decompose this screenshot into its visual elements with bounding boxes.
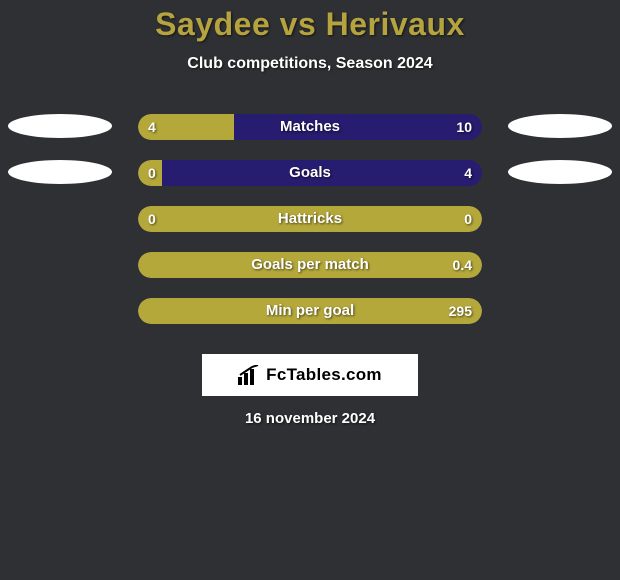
- stat-row: Hattricks0 0: [0, 200, 620, 246]
- stat-label: Hattricks: [138, 206, 482, 232]
- stat-row: Goals0 4: [0, 154, 620, 200]
- brand-badge: FcTables.com: [202, 354, 418, 396]
- stat-value-right: 0.4: [443, 252, 482, 278]
- team-badge-left: [8, 160, 112, 184]
- team-badge-left: [8, 114, 112, 138]
- stat-label: Goals per match: [138, 252, 482, 278]
- stats-chart: Matches410Goals04Hattricks00Goals per ma…: [0, 108, 620, 338]
- canvas: Saydee vs Herivaux Club competitions, Se…: [0, 0, 620, 580]
- team-badge-right: [508, 114, 612, 138]
- stat-value-right: 295: [439, 298, 482, 324]
- stat-value-right: 0: [454, 206, 482, 232]
- date-label: 16 november 2024: [0, 410, 620, 427]
- stat-label: Min per goal: [138, 298, 482, 324]
- stat-bar: Goals0 4: [138, 160, 482, 186]
- team-badge-right: [508, 160, 612, 184]
- page-title: Saydee vs Herivaux: [0, 0, 620, 43]
- brand-label: FcTables.com: [266, 365, 382, 385]
- stat-row: Min per goal295: [0, 292, 620, 338]
- stat-bar: Min per goal295: [138, 298, 482, 324]
- stat-value-left: 0: [138, 206, 166, 232]
- page-subtitle: Club competitions, Season 2024: [0, 55, 620, 73]
- stat-bar: Goals per match0.4: [138, 252, 482, 278]
- stat-value-right: 4: [454, 160, 482, 186]
- chart-icon: [238, 365, 260, 385]
- stat-value-left: 4: [138, 114, 166, 140]
- stat-label: Matches: [138, 114, 482, 140]
- stat-row: Matches4 10: [0, 108, 620, 154]
- stat-row: Goals per match0.4: [0, 246, 620, 292]
- stat-value-right: 10: [446, 114, 482, 140]
- stat-label: Goals: [138, 160, 482, 186]
- stat-value-left: 0: [138, 160, 166, 186]
- stat-bar: Hattricks0 0: [138, 206, 482, 232]
- stat-bar: Matches4 10: [138, 114, 482, 140]
